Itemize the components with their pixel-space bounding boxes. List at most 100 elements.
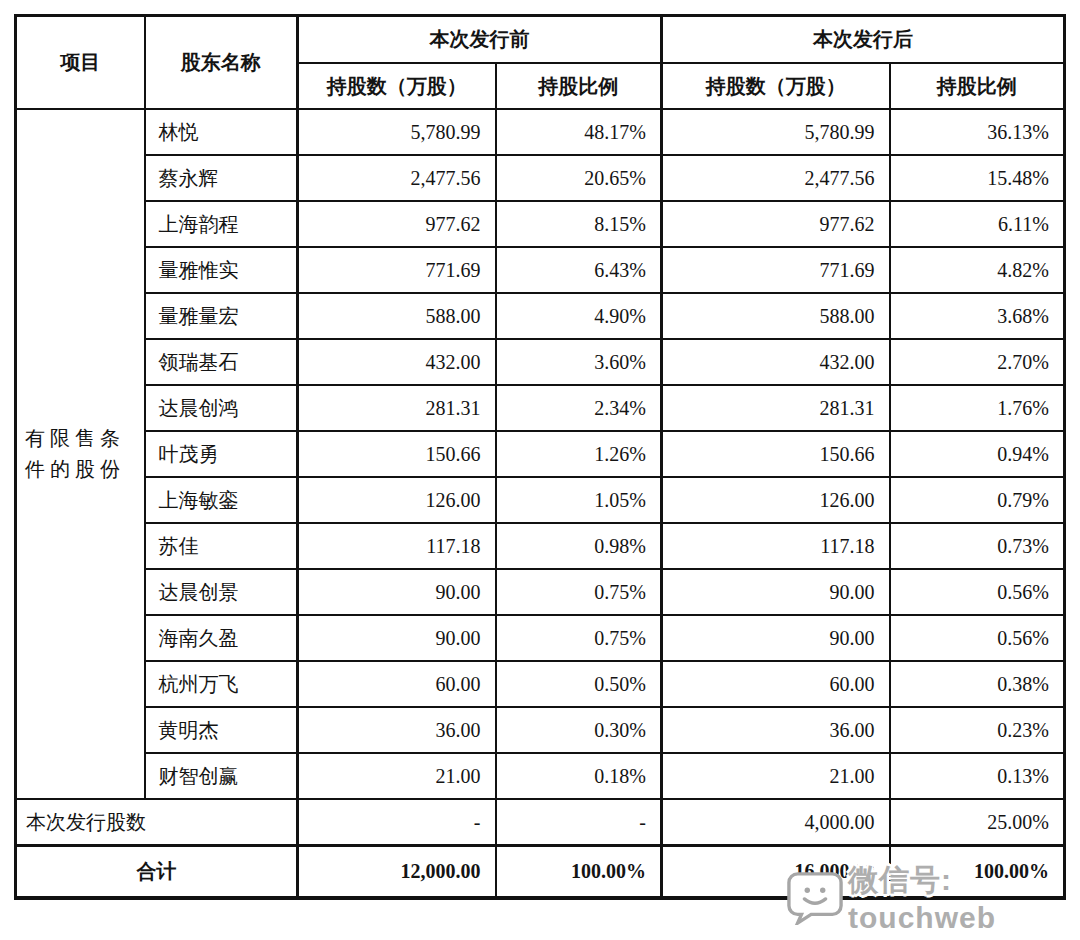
table-header: 项目 股东名称 本次发行前 本次发行后 持股数（万股） 持股比例 持股数（万股）… xyxy=(16,16,1065,109)
total-row-label: 合计 xyxy=(16,846,298,898)
post-ratio-cell: 0.56% xyxy=(890,615,1065,661)
issue-row-label: 本次发行股数 xyxy=(16,799,298,846)
post-ratio-cell: 3.68% xyxy=(890,293,1065,339)
item-category-line: 有限售条 xyxy=(25,423,140,454)
pre-ratio-cell: 0.50% xyxy=(496,661,662,707)
issue-post-shares-cell: 4,000.00 xyxy=(662,799,890,846)
table-row: 财智创赢21.000.18%21.000.13% xyxy=(16,753,1065,799)
issue-pre-ratio-cell: - xyxy=(496,799,662,846)
pre-shares-cell: 2,477.56 xyxy=(298,155,496,201)
pre-shares-cell: 117.18 xyxy=(298,523,496,569)
shareholder-name-cell: 达晨创景 xyxy=(145,569,298,615)
document-page: 项目 股东名称 本次发行前 本次发行后 持股数（万股） 持股比例 持股数（万股）… xyxy=(0,0,1080,940)
post-ratio-cell: 2.70% xyxy=(890,339,1065,385)
header-group-pre-issue: 本次发行前 xyxy=(298,16,662,63)
table-row: 叶茂勇150.661.26%150.660.94% xyxy=(16,431,1065,477)
table-row: 量雅惟实771.696.43%771.694.82% xyxy=(16,247,1065,293)
pre-ratio-cell: 0.75% xyxy=(496,615,662,661)
issue-pre-shares-cell: - xyxy=(298,799,496,846)
post-ratio-cell: 0.56% xyxy=(890,569,1065,615)
post-shares-cell: 2,477.56 xyxy=(662,155,890,201)
post-shares-cell: 60.00 xyxy=(662,661,890,707)
table-row: 量雅量宏588.004.90%588.003.68% xyxy=(16,293,1065,339)
pre-shares-cell: 281.31 xyxy=(298,385,496,431)
pre-ratio-cell: 0.75% xyxy=(496,569,662,615)
table-row: 上海韵程977.628.15%977.626.11% xyxy=(16,201,1065,247)
post-shares-cell: 5,780.99 xyxy=(662,109,890,155)
post-ratio-cell: 0.23% xyxy=(890,707,1065,753)
header-post-shares: 持股数（万股） xyxy=(662,63,890,109)
post-ratio-cell: 0.13% xyxy=(890,753,1065,799)
shareholder-name-cell: 领瑞基石 xyxy=(145,339,298,385)
post-ratio-cell: 0.73% xyxy=(890,523,1065,569)
shareholder-name-cell: 黄明杰 xyxy=(145,707,298,753)
pre-ratio-cell: 20.65% xyxy=(496,155,662,201)
table-row: 达晨创鸿281.312.34%281.311.76% xyxy=(16,385,1065,431)
pre-ratio-cell: 0.18% xyxy=(496,753,662,799)
table-row: 黄明杰36.000.30%36.000.23% xyxy=(16,707,1065,753)
pre-ratio-cell: 0.98% xyxy=(496,523,662,569)
wechat-chat-icon xyxy=(786,869,844,925)
table-row: 蔡永辉2,477.5620.65%2,477.5615.48% xyxy=(16,155,1065,201)
header-post-ratio: 持股比例 xyxy=(890,63,1065,109)
total-pre-ratio-cell: 100.00% xyxy=(496,846,662,898)
pre-shares-cell: 150.66 xyxy=(298,431,496,477)
header-pre-shares: 持股数（万股） xyxy=(298,63,496,109)
post-shares-cell: 150.66 xyxy=(662,431,890,477)
pre-shares-cell: 977.62 xyxy=(298,201,496,247)
pre-ratio-cell: 2.34% xyxy=(496,385,662,431)
table-body: 有限售条件的股份林悦5,780.9948.17%5,780.9936.13%蔡永… xyxy=(16,109,1065,799)
shareholder-name-cell: 海南久盈 xyxy=(145,615,298,661)
table-row: 领瑞基石432.003.60%432.002.70% xyxy=(16,339,1065,385)
header-pre-ratio: 持股比例 xyxy=(496,63,662,109)
shareholder-name-cell: 苏佳 xyxy=(145,523,298,569)
pre-ratio-cell: 0.30% xyxy=(496,707,662,753)
shareholder-name-cell: 上海韵程 xyxy=(145,201,298,247)
pre-shares-cell: 5,780.99 xyxy=(298,109,496,155)
post-ratio-cell: 4.82% xyxy=(890,247,1065,293)
post-shares-cell: 36.00 xyxy=(662,707,890,753)
post-shares-cell: 977.62 xyxy=(662,201,890,247)
shareholder-name-cell: 叶茂勇 xyxy=(145,431,298,477)
table-row: 杭州万飞60.000.50%60.000.38% xyxy=(16,661,1065,707)
post-shares-cell: 281.31 xyxy=(662,385,890,431)
pre-shares-cell: 36.00 xyxy=(298,707,496,753)
post-ratio-cell: 0.38% xyxy=(890,661,1065,707)
post-shares-cell: 771.69 xyxy=(662,247,890,293)
shareholder-name-cell: 上海敏銮 xyxy=(145,477,298,523)
post-shares-cell: 117.18 xyxy=(662,523,890,569)
pre-shares-cell: 432.00 xyxy=(298,339,496,385)
post-shares-cell: 21.00 xyxy=(662,753,890,799)
item-category-cell: 有限售条件的股份 xyxy=(16,109,145,799)
post-ratio-cell: 0.94% xyxy=(890,431,1065,477)
table-row: 达晨创景90.000.75%90.000.56% xyxy=(16,569,1065,615)
shareholder-name-cell: 杭州万飞 xyxy=(145,661,298,707)
table-row: 有限售条件的股份林悦5,780.9948.17%5,780.9936.13% xyxy=(16,109,1065,155)
watermark-text: 微信号: touchweb xyxy=(848,860,1080,935)
table-row: 海南久盈90.000.75%90.000.56% xyxy=(16,615,1065,661)
pre-shares-cell: 90.00 xyxy=(298,615,496,661)
shareholding-table: 项目 股东名称 本次发行前 本次发行后 持股数（万股） 持股比例 持股数（万股）… xyxy=(14,14,1066,900)
pre-ratio-cell: 1.05% xyxy=(496,477,662,523)
item-category-line: 件的股份 xyxy=(25,454,140,485)
post-shares-cell: 126.00 xyxy=(662,477,890,523)
pre-ratio-cell: 6.43% xyxy=(496,247,662,293)
post-shares-cell: 90.00 xyxy=(662,615,890,661)
pre-ratio-cell: 1.26% xyxy=(496,431,662,477)
shareholder-name-cell: 量雅惟实 xyxy=(145,247,298,293)
shareholder-name-cell: 财智创赢 xyxy=(145,753,298,799)
watermark: 微信号: touchweb xyxy=(786,864,1080,930)
total-pre-shares-cell: 12,000.00 xyxy=(298,846,496,898)
header-group-post-issue: 本次发行后 xyxy=(662,16,1065,63)
pre-shares-cell: 126.00 xyxy=(298,477,496,523)
pre-shares-cell: 90.00 xyxy=(298,569,496,615)
header-item: 项目 xyxy=(16,16,145,109)
shareholder-name-cell: 量雅量宏 xyxy=(145,293,298,339)
table-row: 上海敏銮126.001.05%126.000.79% xyxy=(16,477,1065,523)
post-ratio-cell: 1.76% xyxy=(890,385,1065,431)
post-ratio-cell: 36.13% xyxy=(890,109,1065,155)
pre-ratio-cell: 3.60% xyxy=(496,339,662,385)
post-shares-cell: 588.00 xyxy=(662,293,890,339)
post-shares-cell: 90.00 xyxy=(662,569,890,615)
post-ratio-cell: 0.79% xyxy=(890,477,1065,523)
